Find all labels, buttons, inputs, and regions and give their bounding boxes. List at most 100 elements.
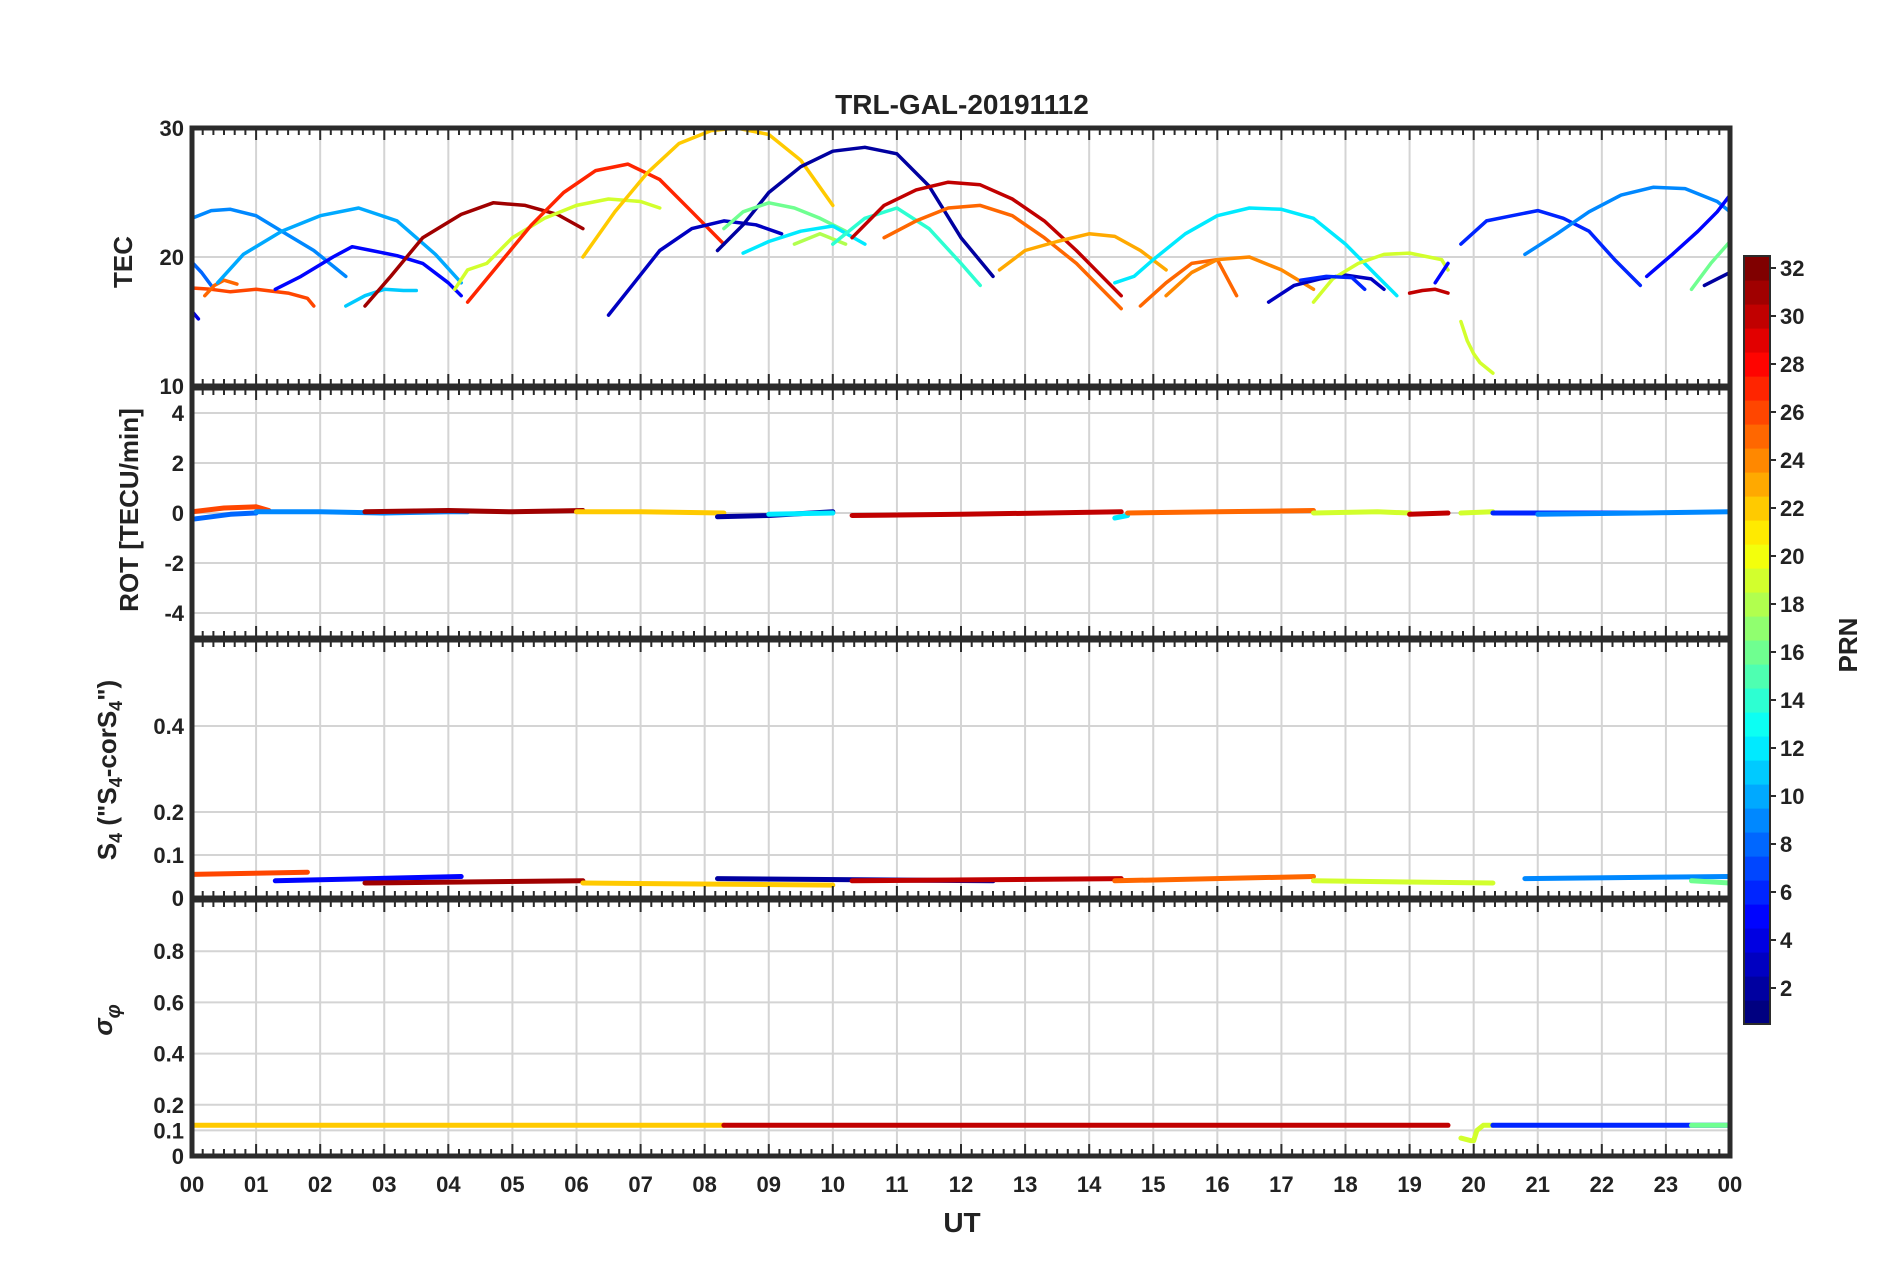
- rot-series-prn-30: [849, 509, 1124, 518]
- tec-series-prn-25: [1138, 257, 1239, 308]
- s4-series-prn-19: [1311, 878, 1496, 886]
- colorbar-swatch: [1744, 688, 1770, 713]
- tec-series-prn-6: [1298, 274, 1367, 292]
- colorbar-swatch: [1744, 496, 1770, 521]
- x-axis: 00 01 02 03 04 05 06 07 08 09 10 11 12 13 14 15 16 17 18 19…: [180, 1172, 1742, 1197]
- s4-series-prn-16: [1689, 878, 1730, 886]
- colorbar-swatch: [1744, 952, 1770, 977]
- tec-y-tick-label: 30: [160, 116, 184, 141]
- chart-title: TRL-GAL-20191112: [835, 89, 1089, 120]
- tec-y-axis-label: TEC: [108, 236, 138, 288]
- colorbar-swatch: [1744, 784, 1770, 809]
- rot-y-tick-label: 0: [172, 501, 184, 526]
- s4-series-prn-22: [580, 880, 836, 888]
- colorbar-tick-label: 4: [1780, 928, 1793, 953]
- colorbar-tick-label: 16: [1780, 640, 1804, 665]
- x-tick-label: 00: [180, 1172, 204, 1197]
- colorbar-swatch: [1744, 376, 1770, 401]
- colorbar-tick-label: 32: [1780, 256, 1804, 281]
- rot-series-prn-19: [1458, 509, 1496, 516]
- sigma-phi-y-tick-label: 0.2: [153, 1093, 184, 1118]
- colorbar-swatch: [1744, 616, 1770, 641]
- tec-series-prn-5: [1644, 193, 1730, 279]
- s4-minor-ticks: [201, 640, 1721, 898]
- colorbar-tick-label: 18: [1780, 592, 1804, 617]
- colorbar-swatch: [1744, 328, 1770, 353]
- colorbar-tick-label: 24: [1780, 448, 1805, 473]
- s4-series-group: [192, 869, 1730, 888]
- s4-y-tick-label: 0.1: [153, 843, 184, 868]
- x-tick-label: 18: [1333, 1172, 1357, 1197]
- sigma-phi-series-prn-19: [1458, 1122, 1496, 1144]
- s4-panel: S4 ("S4-corS4") 0.4 0.2 0.1 0: [92, 637, 1733, 911]
- colorbar-swatch: [1744, 856, 1770, 881]
- colorbar-swatch: [1744, 304, 1770, 329]
- s4-series-prn-30: [849, 876, 1124, 884]
- rot-minor-ticks: [201, 388, 1721, 638]
- colorbar-swatch: [1744, 880, 1770, 905]
- colorbar-tick-label: 8: [1780, 832, 1792, 857]
- x-tick-label: 02: [308, 1172, 332, 1197]
- tec-minor-ticks: [201, 128, 1721, 386]
- rot-series-prn-12: [766, 510, 836, 517]
- tec-series-prn-8: [192, 260, 213, 288]
- s4-series-prn-25: [1112, 874, 1316, 884]
- colorbar-swatch: [1744, 640, 1770, 665]
- tec-series-prn-9: [1523, 185, 1730, 257]
- tec-series-prn-31: [363, 201, 585, 308]
- s4-y-tick-label: 0.2: [153, 800, 184, 825]
- colorbar-tick-label: 12: [1780, 736, 1804, 761]
- rot-series-prn-12: [1112, 513, 1131, 521]
- x-tick-label: 07: [628, 1172, 652, 1197]
- colorbar-swatch: [1744, 352, 1770, 377]
- colorbar-swatch: [1744, 280, 1770, 305]
- colorbar-swatch: [1744, 472, 1770, 497]
- rot-y-tick-label: -4: [164, 601, 184, 626]
- tec-series-prn-3: [606, 219, 784, 317]
- x-tick-label: 13: [1013, 1172, 1037, 1197]
- colorbar-swatch: [1744, 904, 1770, 929]
- s4-y-axis-label: S4 ("S4-corS4"): [92, 680, 126, 860]
- colorbar-swatch: [1744, 520, 1770, 545]
- x-axis-label: UT: [943, 1207, 980, 1238]
- tec-series-prn-16: [1689, 239, 1730, 292]
- tec-y-tick-label: 20: [160, 245, 184, 270]
- rot-series-prn-31: [362, 508, 586, 515]
- colorbar-swatch: [1744, 808, 1770, 833]
- x-tick-label: 15: [1141, 1172, 1165, 1197]
- tec-series-prn-6: [1459, 208, 1643, 288]
- rot-y-tick-label: 4: [172, 401, 185, 426]
- colorbar-tick-label: 26: [1780, 400, 1804, 425]
- rot-series-prn-8: [192, 510, 259, 522]
- colorbar-swatch: [1744, 760, 1770, 785]
- colorbar-swatch: [1744, 544, 1770, 569]
- colorbar-tick-label: 22: [1780, 496, 1804, 521]
- tec-series-prn-9: [192, 207, 348, 279]
- x-tick-label: 19: [1397, 1172, 1421, 1197]
- colorbar-tick-label: 6: [1780, 880, 1792, 905]
- x-tick-label: 12: [949, 1172, 973, 1197]
- x-tick-label: 09: [757, 1172, 781, 1197]
- x-tick-label: 01: [244, 1172, 268, 1197]
- tec-series-prn-25: [882, 203, 1123, 311]
- sigma-phi-y-tick-label: 0.4: [153, 1042, 184, 1067]
- colorbar-tick-label: 2: [1780, 976, 1792, 1001]
- colorbar-swatch: [1744, 928, 1770, 953]
- colorbar-swatch: [1744, 976, 1770, 1001]
- colorbar-swatch: [1744, 448, 1770, 473]
- sigma-phi-y-tick-label: 0: [172, 1144, 184, 1169]
- colorbar-tick-label: 14: [1780, 688, 1805, 713]
- colorbar-tick-label: 30: [1780, 304, 1804, 329]
- sigma-phi-y-tick-label: 0.6: [153, 990, 184, 1015]
- rot-series-prn-25: [1125, 508, 1316, 516]
- sigma-phi-series-group: [192, 1122, 1730, 1144]
- s4-series-prn-31: [362, 878, 586, 886]
- x-tick-label: 21: [1526, 1172, 1550, 1197]
- x-tick-label: 17: [1269, 1172, 1293, 1197]
- x-tick-label: 11: [885, 1172, 908, 1197]
- tec-series-prn-30: [1407, 287, 1450, 295]
- tec-series-prn-5: [273, 244, 463, 298]
- tec-y-tick-label: 10: [160, 374, 184, 399]
- tec-series-prn-24: [1164, 255, 1316, 298]
- colorbar-swatch: [1744, 400, 1770, 425]
